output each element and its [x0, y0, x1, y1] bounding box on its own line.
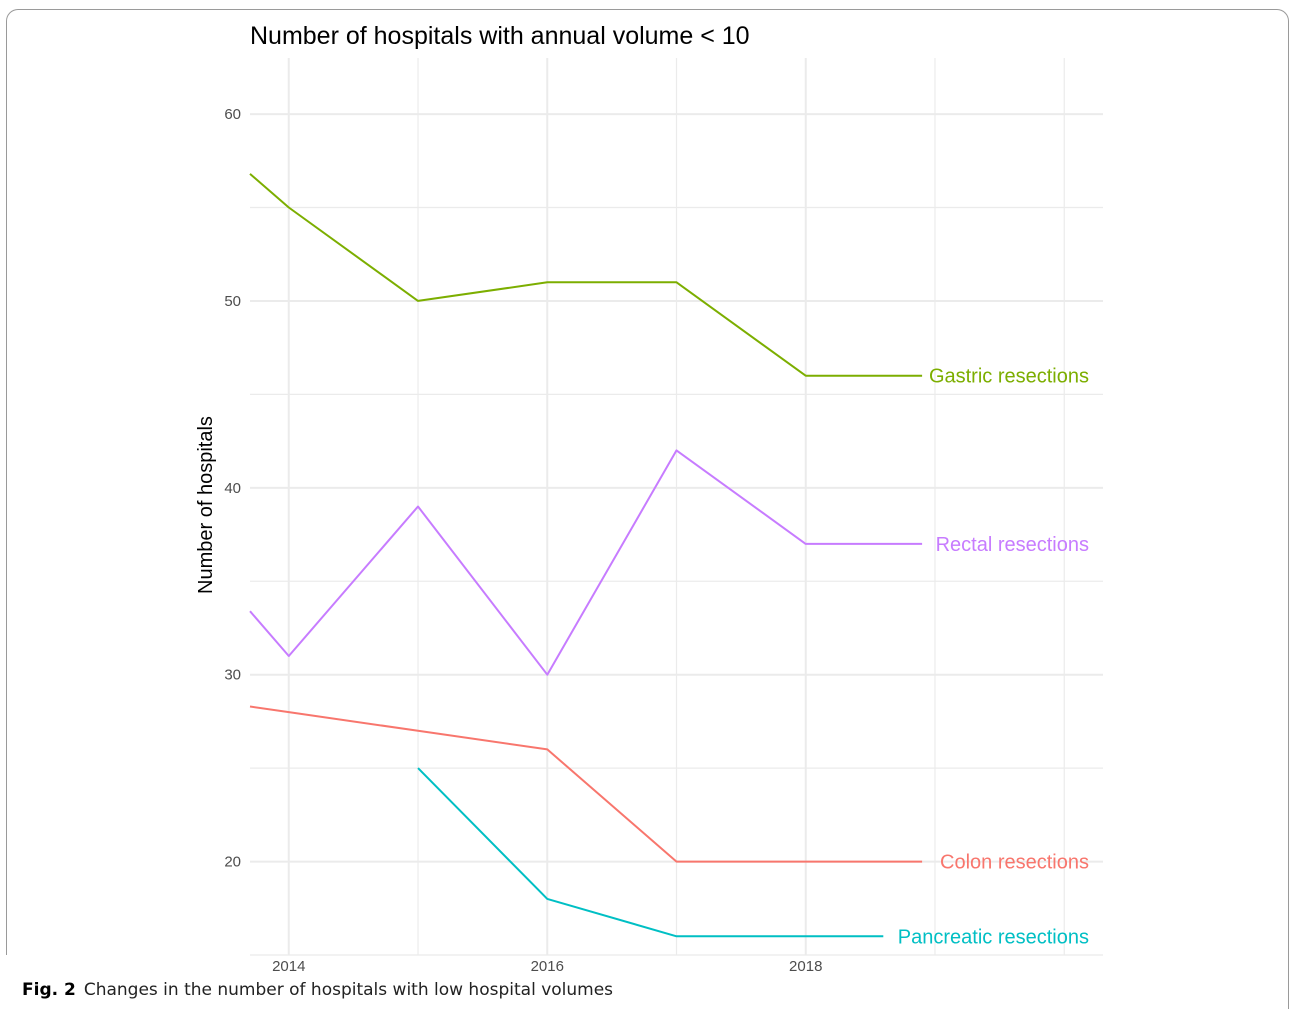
series-label: Pancreatic resections — [898, 926, 1089, 948]
y-tick-label: 60 — [224, 106, 241, 123]
series-lines — [249, 173, 923, 938]
grid — [250, 58, 1103, 956]
y-tick-label: 50 — [224, 293, 241, 310]
x-tick-label: 2014 — [272, 958, 305, 975]
y-tick-label: 30 — [224, 667, 241, 684]
frame-gap — [5, 955, 8, 1015]
figure-caption-label: Fig. 2 — [22, 980, 76, 1000]
figure-caption-text: Changes in the number of hospitals with … — [83, 980, 614, 1000]
series-label: Gastric resections — [929, 366, 1089, 388]
series-line — [249, 449, 923, 676]
x-tick-label: 2018 — [789, 958, 822, 975]
figure-caption: Fig. 2 Changes in the number of hospitals… — [22, 980, 613, 1000]
series-label: Rectal resections — [936, 534, 1089, 556]
x-axis-ticks: 2014 2016 2018 — [272, 958, 822, 975]
series-line — [249, 705, 923, 863]
chart-title: Number of hospitals with annual volume <… — [250, 22, 750, 50]
series-line — [249, 173, 923, 377]
y-axis-label: Number of hospitals — [195, 416, 217, 594]
y-axis-ticks: 20 30 40 50 60 — [224, 106, 241, 871]
y-tick-label: 20 — [224, 854, 241, 871]
series-labels: Gastric resections Rectal resections Colon… — [898, 366, 1089, 949]
y-tick-label: 40 — [224, 480, 241, 497]
series-line — [417, 767, 884, 938]
figure-frame — [6, 9, 1289, 1009]
series-label: Colon resections — [940, 852, 1089, 874]
x-tick-label: 2016 — [531, 958, 564, 975]
